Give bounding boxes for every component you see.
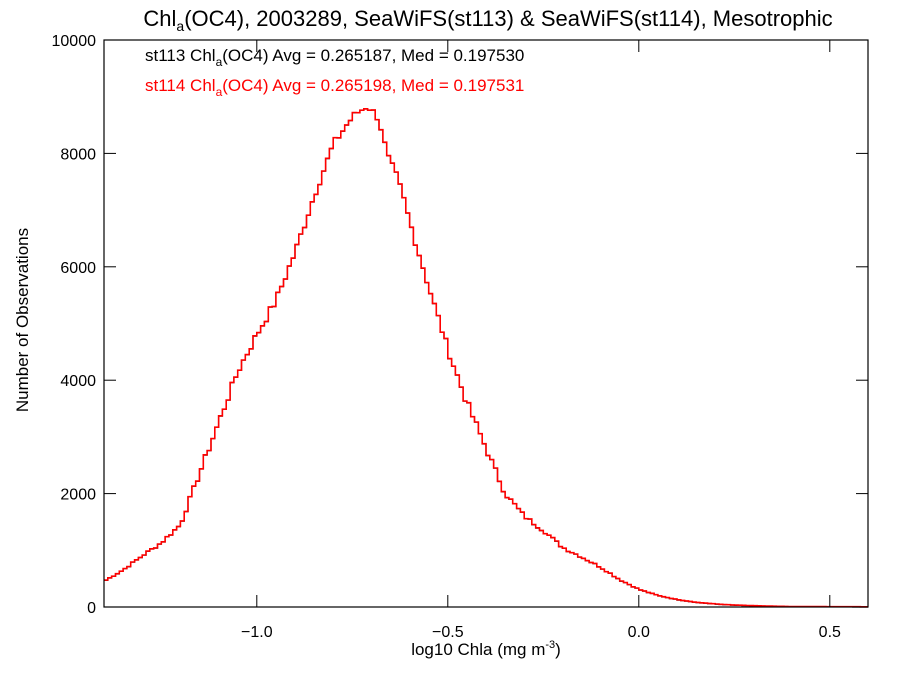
- legend-st113-text-rest: (OC4) Avg = 0.265187, Med = 0.197530: [222, 46, 524, 65]
- chart-title: Chla(OC4), 2003289, SeaWiFS(st113) & Sea…: [143, 6, 832, 34]
- title-text: Chl: [143, 6, 176, 31]
- legend-st114-subscript: a: [216, 85, 223, 99]
- legend-entry-st113: st113 Chla(OC4) Avg = 0.265187, Med = 0.…: [145, 46, 524, 69]
- y-tick-label: 4000: [60, 373, 96, 390]
- legend-st114-text-rest: (OC4) Avg = 0.265198, Med = 0.197531: [222, 76, 524, 95]
- y-tick-label: 10000: [52, 33, 97, 50]
- title-text-rest: (OC4), 2003289, SeaWiFS(st113) & SeaWiFS…: [184, 6, 832, 31]
- y-tick-labels: 0 2000 4000 6000 8000 10000: [52, 33, 97, 617]
- y-axis-label: Number of Observations: [13, 228, 32, 412]
- legend-entry-st114: st114 Chla(OC4) Avg = 0.265198, Med = 0.…: [145, 76, 524, 99]
- axis-ticks: [104, 39, 868, 608]
- x-axis-label-superscript: -3: [545, 639, 555, 651]
- x-tick-labels: −1.0 −0.5 0.0 0.5: [241, 624, 841, 641]
- histogram-line-series-1: [104, 108, 868, 608]
- x-tick-label: 0.5: [819, 624, 841, 641]
- legend-st113-text: st113 Chl: [145, 46, 216, 65]
- title-subscript: a: [176, 18, 184, 34]
- x-tick-label: 0.0: [628, 624, 650, 641]
- y-tick-label: 2000: [60, 487, 96, 504]
- y-tick-label: 0: [87, 600, 96, 617]
- y-tick-label: 8000: [60, 146, 96, 163]
- histogram-curves: [104, 108, 868, 608]
- x-axis-label-text-end: ): [555, 640, 561, 659]
- x-axis-label: log10 Chla (mg m-3): [411, 639, 561, 659]
- histogram-line-series-2: [104, 108, 868, 608]
- legend-st113-subscript: a: [216, 55, 223, 69]
- plot-frame: [103, 39, 869, 608]
- legend-st114-text: st114 Chl: [145, 76, 216, 95]
- x-tick-label: −0.5: [432, 624, 464, 641]
- x-tick-label: −1.0: [241, 624, 273, 641]
- x-axis-label-text: log10 Chla (mg m: [411, 640, 545, 659]
- y-tick-label: 6000: [60, 260, 96, 277]
